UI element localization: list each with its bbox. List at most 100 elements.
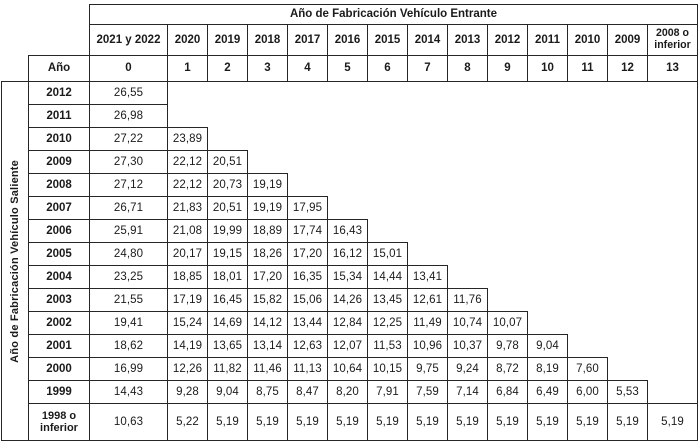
rate-value-cell: 15,06: [287, 288, 328, 312]
empty-cell: [287, 173, 328, 197]
empty-cell: [327, 173, 368, 197]
empty-cell: [647, 357, 698, 381]
age-header: 6: [367, 55, 408, 82]
rate-value-cell: 21,83: [167, 196, 208, 220]
empty-cell: [567, 311, 608, 335]
empty-cell: [527, 196, 568, 220]
empty-cell: [207, 127, 248, 151]
rate-value-cell: 9,04: [207, 380, 248, 404]
incoming-year-header: 2017: [287, 24, 328, 56]
rate-value-cell: 9,78: [487, 334, 528, 358]
empty-cell: [567, 196, 608, 220]
empty-cell: [447, 219, 488, 243]
rate-value-cell: 21,55: [89, 288, 168, 312]
outgoing-year-label: 2007: [28, 196, 90, 220]
empty-cell: [487, 242, 528, 266]
age-header: 12: [607, 55, 648, 82]
empty-cell: [647, 265, 698, 289]
rate-value-cell: 5,22: [167, 403, 208, 441]
empty-cell: [567, 219, 608, 243]
rate-value-cell: 8,20: [327, 380, 368, 404]
rate-value-cell: 19,15: [207, 242, 248, 266]
corner-spacer: [1, 55, 29, 82]
empty-cell: [247, 127, 288, 151]
rate-value-cell: 17,20: [287, 242, 328, 266]
incoming-year-header: 2010: [567, 24, 608, 56]
empty-cell: [647, 173, 698, 197]
rate-value-cell: 11,13: [287, 357, 328, 381]
rate-value-cell: 12,63: [287, 334, 328, 358]
outgoing-year-label: 2008: [28, 173, 90, 197]
rate-value-cell: 24,80: [89, 242, 168, 266]
outgoing-year-label: 2011: [28, 104, 90, 128]
empty-cell: [527, 150, 568, 174]
empty-cell: [407, 127, 448, 151]
incoming-year-header: 2009: [607, 24, 648, 56]
outgoing-year-label: 2003: [28, 288, 90, 312]
empty-cell: [167, 104, 208, 128]
empty-cell: [367, 196, 408, 220]
empty-cell: [407, 173, 448, 197]
rate-value-cell: 7,59: [407, 380, 448, 404]
rate-value-cell: 17,95: [287, 196, 328, 220]
empty-cell: [167, 81, 208, 105]
empty-cell: [527, 127, 568, 151]
empty-cell: [287, 104, 328, 128]
outgoing-years-axis-label: Año de Fabricación Vehículo Saliente: [1, 81, 29, 441]
incoming-year-header: 2011: [527, 24, 568, 56]
empty-cell: [607, 150, 648, 174]
rate-value-cell: 12,84: [327, 311, 368, 335]
rate-value-cell: 11,82: [207, 357, 248, 381]
rate-value-cell: 11,49: [407, 311, 448, 335]
outgoing-year-label: 2001: [28, 334, 90, 358]
empty-cell: [607, 265, 648, 289]
corner-spacer: [1, 24, 90, 56]
rate-value-cell: 8,19: [527, 357, 568, 381]
empty-cell: [447, 242, 488, 266]
empty-cell: [367, 81, 408, 105]
rate-value-cell: 6,00: [567, 380, 608, 404]
rate-value-cell: 7,14: [447, 380, 488, 404]
rate-value-cell: 6,84: [487, 380, 528, 404]
age-header: 13: [647, 55, 698, 82]
rate-value-cell: 5,19: [487, 403, 528, 441]
empty-cell: [647, 311, 698, 335]
rate-value-cell: 17,20: [247, 265, 288, 289]
rate-value-cell: 14,12: [247, 311, 288, 335]
rate-value-cell: 26,98: [89, 104, 168, 128]
incoming-year-header: 2012: [487, 24, 528, 56]
rate-value-cell: 7,60: [567, 357, 608, 381]
rate-value-cell: 20,51: [207, 196, 248, 220]
empty-cell: [607, 219, 648, 243]
rate-value-cell: 19,99: [207, 219, 248, 243]
outgoing-year-label: 1998 o inferior: [28, 403, 90, 441]
rate-value-cell: 16,35: [287, 265, 328, 289]
age-header: 1: [167, 55, 208, 82]
empty-cell: [327, 196, 368, 220]
empty-cell: [487, 219, 528, 243]
empty-cell: [567, 81, 608, 105]
empty-cell: [447, 173, 488, 197]
empty-cell: [567, 265, 608, 289]
empty-cell: [327, 104, 368, 128]
incoming-year-header: 2021 y 2022: [89, 24, 168, 56]
age-header: 11: [567, 55, 608, 82]
rate-value-cell: 12,25: [367, 311, 408, 335]
rate-value-cell: 5,53: [607, 380, 648, 404]
empty-cell: [447, 196, 488, 220]
age-header: 10: [527, 55, 568, 82]
empty-cell: [327, 81, 368, 105]
rate-value-cell: 27,30: [89, 150, 168, 174]
rate-value-cell: 10,64: [327, 357, 368, 381]
empty-cell: [647, 242, 698, 266]
empty-cell: [447, 150, 488, 174]
rate-value-cell: 25,91: [89, 219, 168, 243]
outgoing-year-label: 2005: [28, 242, 90, 266]
empty-cell: [607, 311, 648, 335]
rate-value-cell: 5,19: [407, 403, 448, 441]
rate-value-cell: 10,07: [487, 311, 528, 335]
rate-value-cell: 26,55: [89, 81, 168, 105]
rate-value-cell: 15,82: [247, 288, 288, 312]
rate-value-cell: 19,19: [247, 196, 288, 220]
rate-value-cell: 16,99: [89, 357, 168, 381]
